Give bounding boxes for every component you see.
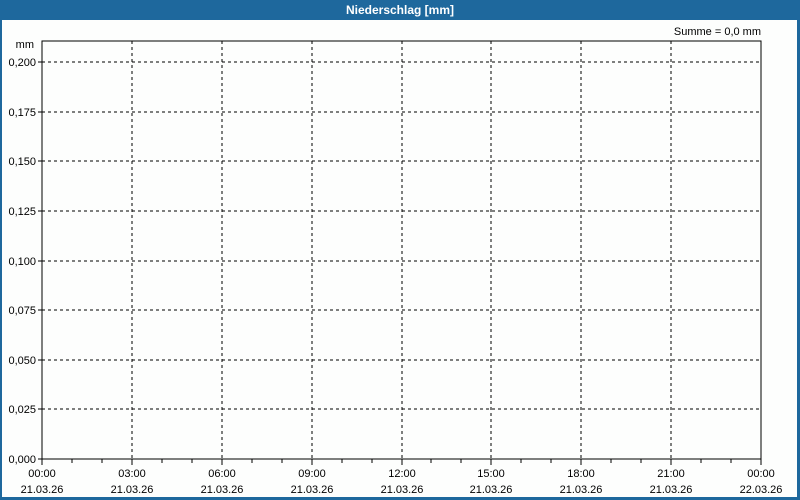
y-tick-label: 0,100 xyxy=(8,256,36,268)
y-tick-label: 0,050 xyxy=(8,355,36,367)
x-date-label: 21.03.26 xyxy=(650,484,693,496)
y-tick-label: 0,150 xyxy=(8,156,36,168)
y-tick-label: 0,200 xyxy=(8,57,36,69)
y-axis-unit-label: mm xyxy=(15,39,34,51)
y-tick-label: 0,125 xyxy=(8,206,36,218)
x-date-label: 22.03.26 xyxy=(740,484,783,496)
x-date-label: 21.03.26 xyxy=(470,484,513,496)
x-time-label: 03:00 xyxy=(118,468,146,480)
y-tick-label: 0,000 xyxy=(8,454,36,466)
x-date-label: 21.03.26 xyxy=(381,484,424,496)
chart-title: Niederschlag [mm] xyxy=(345,3,455,17)
y-tick-label: 0,075 xyxy=(8,305,36,317)
sum-annotation: Summe = 0,0 mm xyxy=(673,26,761,38)
x-date-label: 21.03.26 xyxy=(111,484,154,496)
x-date-label: 21.03.26 xyxy=(560,484,603,496)
x-time-label: 00:00 xyxy=(747,468,775,480)
x-date-label: 21.03.26 xyxy=(21,484,64,496)
y-tick-label: 0,025 xyxy=(8,404,36,416)
x-time-label: 18:00 xyxy=(567,468,595,480)
y-tick-label: 0,175 xyxy=(8,107,36,119)
x-time-label: 00:00 xyxy=(28,468,56,480)
chart-title-bar: Niederschlag [mm] xyxy=(0,0,800,20)
x-time-label: 21:00 xyxy=(657,468,685,480)
x-date-label: 21.03.26 xyxy=(201,484,244,496)
x-time-label: 15:00 xyxy=(477,468,505,480)
x-time-label: 06:00 xyxy=(208,468,236,480)
x-date-label: 21.03.26 xyxy=(291,484,334,496)
x-time-label: 09:00 xyxy=(298,468,326,480)
x-time-label: 12:00 xyxy=(388,468,416,480)
